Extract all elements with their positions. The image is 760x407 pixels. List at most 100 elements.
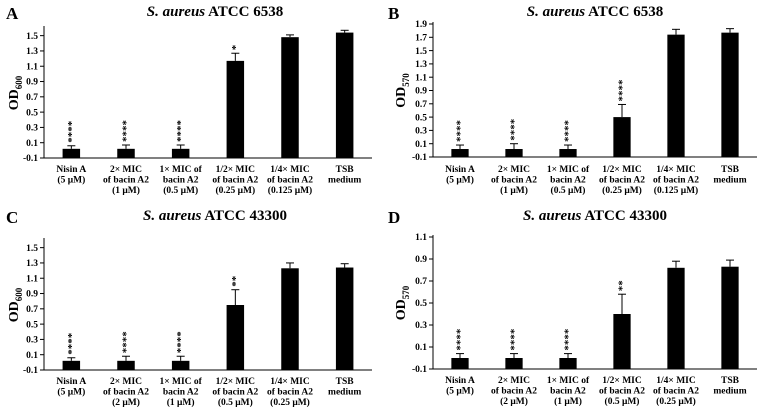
x-category-label: (0.5 μM) [605,396,640,407]
x-category-label: of bacin A2 [491,387,537,397]
x-category-label: (2 μM) [112,397,140,407]
x-category-label: of bacin A2 [491,176,537,186]
y-tick-label: 1.5 [26,244,38,254]
x-category-label: of bacin A2 [599,387,645,397]
y-axis-label-sub: 600 [14,75,24,89]
x-category-label: 2× MIC [110,165,142,175]
y-tick-label: 1.1 [415,233,427,243]
x-category-label: TSB [721,165,740,175]
y-tick-label: 0.3 [415,127,427,137]
chart-title-strain: ATCC 6538 [585,4,663,20]
bar [721,32,739,157]
y-axis-label-main: OD [394,87,409,108]
bar [62,360,81,370]
x-category-label: (0.25 μM) [270,397,310,407]
bar [226,305,245,370]
x-category-label: medium [713,387,746,397]
bar [505,358,523,369]
y-tick-label: 0.5 [415,113,427,123]
y-tick-label: 1.1 [415,73,427,83]
chart-title: S. aureus ATCC 43300 [523,208,667,224]
y-tick-label: -0.1 [412,365,427,375]
x-category-label: 1/2× MIC [216,165,256,175]
x-category-label: medium [713,176,746,186]
x-category-label: (0.5 μM) [551,185,586,196]
x-category-label: 1/4× MIC [270,165,310,175]
x-category-label: of bacin A2 [212,176,258,186]
x-category-label: (0.25 μM) [656,396,696,407]
panel-letter: D [388,208,400,227]
x-category-label: (5 μM) [57,175,85,186]
x-category-label: 1/2× MIC [602,165,642,175]
x-category-label: 2× MIC [498,376,530,386]
bar [559,149,577,157]
bar [505,149,523,157]
y-axis-label-main: OD [7,89,22,110]
y-tick-label: 0.9 [26,290,38,300]
y-axis-label-sub: 570 [401,285,411,299]
y-tick-label: 0.1 [26,139,38,149]
y-axis-label: OD570 [394,73,411,108]
x-category-label: bacin A2 [163,176,199,186]
bar [226,60,245,158]
chart-title-strain: ATCC 43300 [581,208,667,224]
chart-title-species: S. aureus [143,208,202,224]
significance-marker: **** [563,328,575,351]
x-category-label: of bacin A2 [599,176,645,186]
x-category-label: (5 μM) [446,175,474,186]
y-axis-label-main: OD [7,301,22,322]
x-category-label: (5 μM) [57,387,85,398]
y-axis-label: OD570 [394,285,411,320]
y-tick-label: 1.1 [26,62,38,72]
y-tick-label: 1.5 [26,32,38,42]
x-category-label: medium [328,388,361,398]
y-tick-label: 0.1 [415,343,427,353]
bar [451,358,469,369]
x-category-label: 1× MIC of [547,376,590,386]
significance-marker: **** [175,120,187,143]
x-category-label: (5 μM) [446,386,474,397]
y-tick-label: -0.1 [23,366,38,376]
x-category-label: bacin A2 [550,176,586,186]
y-tick-label: 0.5 [26,108,38,118]
y-tick-label: 0.3 [26,124,38,134]
y-tick-label: 0.9 [26,78,38,88]
x-category-label: of bacin A2 [653,176,699,186]
y-tick-label: 0.1 [26,351,38,361]
y-tick-label: 0.1 [415,140,427,150]
bar [62,148,81,158]
chart-title-species: S. aureus [147,4,206,20]
bar [117,148,135,158]
x-category-label: (1 μM) [112,185,140,196]
significance-marker: **** [121,120,133,143]
significance-marker: **** [509,118,521,141]
x-category-label: Nisin A [445,376,475,386]
chart-title: S. aureus ATCC 6538 [147,4,283,20]
x-category-label: 1/2× MIC [216,377,256,387]
x-category-label: 2× MIC [110,377,142,387]
y-tick-label: 1.5 [415,47,427,57]
x-category-label: of bacin A2 [653,387,699,397]
significance-marker: **** [617,79,629,102]
x-category-label: 1/4× MIC [656,165,696,175]
bar [667,34,685,157]
y-axis-label: OD600 [7,75,24,110]
x-category-label: (0.5 μM) [218,397,253,407]
bar [281,268,299,370]
significance-marker: **** [455,120,467,143]
chart-title: S. aureus ATCC 6538 [527,4,663,20]
x-category-label: (1 μM) [500,185,528,196]
chart-0: A S. aureus ATCC 6538 OD600 -0.1 0.1 0.3 0.5 0.… [6,4,372,196]
bar [721,266,739,369]
x-category-label: (0.5 μM) [163,185,198,196]
y-axis-label-main: OD [394,299,409,320]
y-tick-label: -0.1 [23,154,38,164]
y-axis-label-sub: 570 [401,73,411,87]
panel-letter: B [388,4,399,23]
x-category-label: TSB [336,377,355,387]
x-category-label: bacin A2 [163,388,199,398]
significance-marker: **** [66,120,78,143]
bar [117,360,135,370]
x-category-label: of bacin A2 [267,176,313,186]
x-category-label: (0.25 μM) [602,185,642,196]
